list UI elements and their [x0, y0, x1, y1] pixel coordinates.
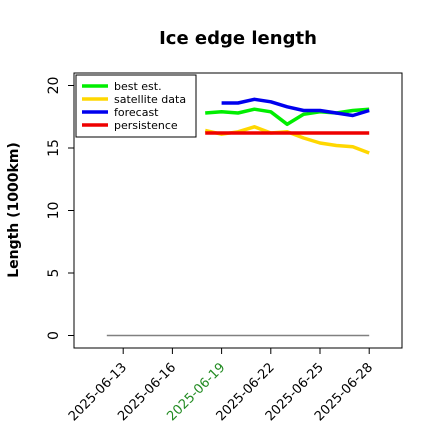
- legend-entry: forecast: [114, 106, 159, 119]
- y-tick-label: 0: [46, 331, 62, 340]
- legend: best est.satellite dataforecastpersisten…: [75, 74, 197, 138]
- y-tick-label: 10: [46, 202, 62, 220]
- series-layer: [106, 97, 370, 337]
- y-tick-label: 5: [46, 269, 62, 278]
- y-tick-label: 15: [46, 139, 62, 157]
- y-axis-label: Length (1000km): [6, 142, 22, 278]
- series-line-forecast: [221, 97, 370, 118]
- y-tick-label: 20: [46, 77, 62, 95]
- legend-entry: persistence: [114, 119, 178, 132]
- legend-entry: satellite data: [114, 93, 186, 106]
- legend-entry: best est.: [114, 80, 162, 93]
- chart-title: Ice edge length: [159, 28, 317, 49]
